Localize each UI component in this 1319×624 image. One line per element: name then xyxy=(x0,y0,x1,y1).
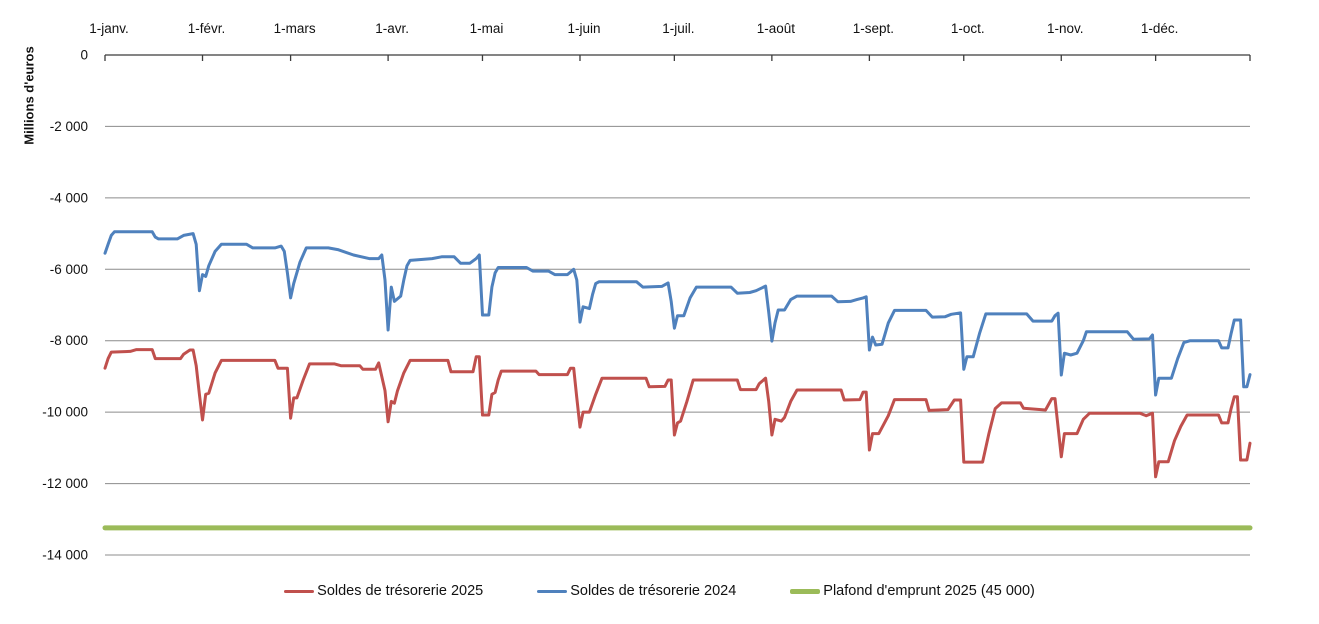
svg-text:-2 000: -2 000 xyxy=(50,119,88,134)
legend-item-soldes-2025: Soldes de trésorerie 2025 xyxy=(284,583,483,599)
x-axis xyxy=(104,54,1251,61)
svg-text:1-déc.: 1-déc. xyxy=(1141,21,1179,36)
series-line-1 xyxy=(103,230,1252,397)
legend-label-plafond: Plafond d'emprunt 2025 (45 000) xyxy=(823,583,1035,599)
legend-swatch-red-line xyxy=(284,589,315,593)
legend-swatch-blue-line xyxy=(537,589,568,593)
svg-text:-10 000: -10 000 xyxy=(42,405,88,420)
legend-item-plafond: Plafond d'emprunt 2025 (45 000) xyxy=(790,583,1035,599)
svg-text:-6 000: -6 000 xyxy=(50,262,88,277)
legend-label-soldes-2025: Soldes de trésorerie 2025 xyxy=(317,583,484,599)
svg-text:-12 000: -12 000 xyxy=(42,476,88,491)
series-line-0 xyxy=(103,348,1252,479)
svg-text:1-avr.: 1-avr. xyxy=(375,21,409,36)
gridlines xyxy=(105,125,1250,556)
svg-text:1-mai: 1-mai xyxy=(470,21,504,36)
svg-text:-14 000: -14 000 xyxy=(42,548,88,563)
svg-text:-8 000: -8 000 xyxy=(50,333,88,348)
legend-item-soldes-2024: Soldes de trésorerie 2024 xyxy=(537,583,736,599)
svg-text:1-juin: 1-juin xyxy=(567,21,600,36)
svg-text:1-janv.: 1-janv. xyxy=(89,21,129,36)
svg-text:1-févr.: 1-févr. xyxy=(188,21,226,36)
x-axis-tick-labels: 1-janv. 1-févr. 1-mars 1-avr. 1-mai 1-juin 1-j… xyxy=(89,21,1178,36)
legend-label-soldes-2024: Soldes de trésorerie 2024 xyxy=(570,583,737,599)
svg-text:-4 000: -4 000 xyxy=(50,190,88,205)
svg-text:1-juil.: 1-juil. xyxy=(662,21,694,36)
svg-text:1-août: 1-août xyxy=(757,21,796,36)
legend-swatch-green-line xyxy=(790,588,821,594)
svg-text:1-sept.: 1-sept. xyxy=(853,21,894,36)
svg-text:1-nov.: 1-nov. xyxy=(1047,21,1084,36)
svg-text:1-oct.: 1-oct. xyxy=(951,21,985,36)
y-axis-tick-labels: 0 -2 000 -4 000 -6 000 -8 000 -10 000 -12 000 -… xyxy=(42,48,88,563)
svg-text:0: 0 xyxy=(80,48,88,63)
chart-legend: Soldes de trésorerie 2025 Soldes de trés… xyxy=(0,583,1319,599)
svg-text:1-mars: 1-mars xyxy=(274,21,316,36)
